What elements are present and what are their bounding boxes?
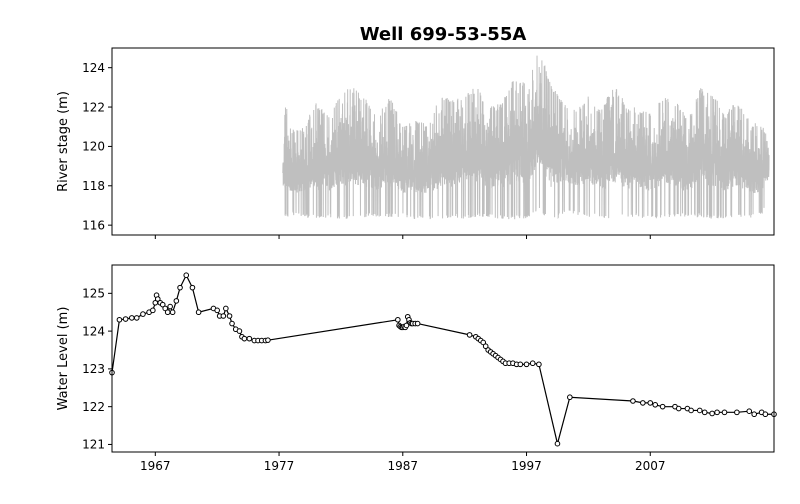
water-level-point — [122, 316, 129, 322]
water-level-point — [220, 313, 227, 319]
water-level-point — [167, 303, 173, 310]
water-level-point — [177, 284, 183, 291]
water-level-point — [659, 403, 666, 410]
water-level-point — [236, 328, 243, 334]
river-stage-panel: 116 118 120 122 124 River stage (m) — [56, 47, 775, 239]
water-level-point — [523, 361, 530, 368]
river-stage-series — [282, 55, 770, 220]
water-level-x-tick-label: 1977 — [264, 459, 295, 473]
water-level-point — [640, 400, 646, 406]
water-level-y-axis: 121 122 123 124 125 — [82, 287, 112, 452]
water-level-point — [133, 315, 140, 321]
water-level-point — [214, 307, 220, 314]
water-level-y-label: Water Level (m) — [56, 307, 71, 411]
water-level-series — [109, 272, 777, 447]
water-level-point — [529, 360, 536, 367]
water-level-point — [762, 411, 769, 418]
water-level-point — [536, 361, 542, 368]
water-level-point — [183, 272, 190, 279]
water-level-point — [701, 409, 708, 416]
water-level-point — [223, 305, 229, 312]
water-level-point — [734, 409, 740, 416]
water-level-y-tick-label: 123 — [82, 362, 105, 376]
water-level-point — [482, 343, 489, 350]
water-level-point — [150, 307, 156, 314]
water-level-point — [265, 337, 271, 343]
water-level-plot-frame — [111, 264, 775, 453]
water-level-point — [675, 405, 682, 412]
water-level-point — [395, 316, 401, 323]
river-stage-y-axis: 116 118 120 122 124 — [82, 61, 112, 232]
water-level-point — [162, 305, 169, 312]
water-level-point — [709, 410, 715, 417]
river-stage-x-axis — [154, 235, 651, 239]
water-level-panel: 121 122 123 124 125 1967 1977 1987 1997 2007 Wat… — [56, 264, 777, 473]
water-level-point — [140, 311, 146, 317]
water-level-x-tick-label: 2007 — [635, 459, 666, 473]
water-level-point — [696, 407, 703, 414]
water-level-point — [567, 394, 573, 401]
water-level-point — [128, 315, 135, 321]
water-level-point — [652, 401, 659, 408]
water-level-point — [246, 335, 253, 342]
water-level-point — [630, 398, 636, 404]
water-level-point — [466, 332, 473, 338]
water-level-point — [517, 361, 524, 368]
water-level-point — [116, 316, 123, 323]
chart-title: Well 699-53-55A — [360, 24, 527, 45]
water-level-point — [154, 296, 161, 302]
water-level-y-tick-label: 122 — [82, 400, 105, 414]
river-stage-plot-frame — [111, 47, 775, 236]
water-level-point — [226, 313, 233, 319]
river-stage-y-tick-label: 118 — [82, 179, 105, 193]
water-level-point — [714, 409, 720, 416]
water-level-point — [169, 309, 176, 316]
water-level-point — [647, 400, 654, 406]
water-level-point — [403, 322, 410, 329]
water-level-x-tick-label: 1987 — [388, 459, 419, 473]
water-level-line — [111, 273, 774, 444]
water-level-point — [159, 301, 166, 308]
water-level-y-tick-label: 125 — [82, 287, 105, 301]
water-level-y-tick-label: 124 — [82, 324, 105, 338]
water-level-x-axis: 1967 1977 1987 1997 2007 — [140, 452, 666, 473]
water-level-point — [480, 339, 487, 346]
river-stage-y-tick-label: 116 — [82, 218, 105, 232]
water-level-point — [688, 407, 694, 414]
river-stage-y-tick-label: 120 — [82, 140, 105, 154]
water-level-point — [241, 335, 248, 342]
water-level-point — [173, 298, 180, 304]
water-level-point — [229, 320, 235, 327]
water-level-point — [746, 408, 753, 415]
river-stage-y-tick-label: 124 — [82, 61, 105, 75]
water-level-point — [721, 409, 728, 416]
river-stage-y-label: River stage (m) — [56, 91, 71, 192]
water-level-point — [189, 284, 196, 291]
river-stage-line — [282, 55, 770, 220]
water-level-point — [164, 309, 171, 316]
water-level-point — [414, 320, 421, 327]
water-level-x-tick-label: 1967 — [140, 459, 171, 473]
water-level-point — [554, 440, 561, 447]
water-level-point — [195, 309, 202, 316]
water-level-point — [751, 411, 758, 418]
water-level-y-tick-label: 121 — [82, 438, 105, 452]
water-level-x-tick-label: 1997 — [511, 459, 542, 473]
river-stage-y-tick-label: 122 — [82, 100, 105, 114]
